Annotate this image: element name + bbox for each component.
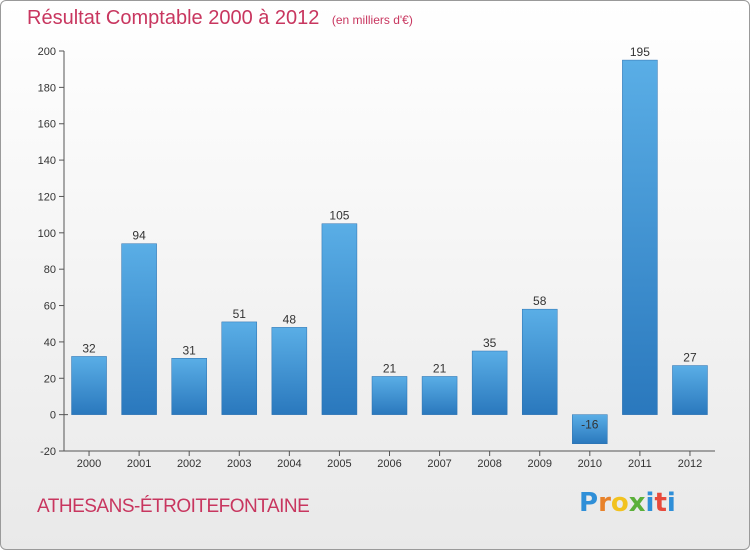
commune-name: ATHESANS-ÉTROITEFONTAINE [37,496,310,517]
bar-2000 [71,356,107,415]
data-label-2011: 195 [630,45,650,59]
x-tick-label: 2012 [678,458,702,470]
title-row: Résultat Comptable 2000 à 2012 (en milli… [27,7,413,30]
x-tick-label: 2005 [327,458,351,470]
x-tick-label: 2007 [427,458,451,470]
y-tick-label: 160 [38,119,56,131]
bar-2006 [371,376,408,415]
y-tick-label: -20 [40,446,56,458]
x-tick-label: 2004 [277,458,301,470]
data-label-2012: 27 [683,351,697,365]
bars [71,59,708,444]
logo-letter: t [654,488,667,518]
y-tick-label: 180 [38,82,56,94]
chart-subtitle: (en milliers d'€) [331,13,413,27]
bar-2009 [521,308,558,415]
x-tick-label: 2002 [177,458,201,470]
logo-letter: x [628,488,646,518]
y-tick-label: 20 [44,373,56,385]
logo-letter: o [610,488,629,518]
logo-letter: r [598,488,611,518]
y-tick-label: 0 [50,410,56,422]
data-label-2010: -16 [581,418,599,432]
bar-2004 [271,327,308,415]
bar-2012 [672,365,708,415]
bar-2001 [121,243,157,415]
proxiti-logo: Proxiti [579,488,676,518]
data-label-2001: 94 [132,229,146,243]
logo-letter: i [666,488,676,518]
data-label-2009: 58 [533,294,547,308]
chart-title: Résultat Comptable 2000 à 2012 [27,7,320,29]
logo-letter: i [645,488,655,518]
y-tick-label: 100 [38,228,56,240]
x-tick-label: 2011 [628,458,652,470]
data-label-2005: 105 [329,209,349,223]
data-label-2004: 48 [283,312,297,326]
y-tick-label: 40 [44,337,56,349]
data-label-2002: 31 [183,343,197,357]
x-tick-label: 2000 [77,458,101,470]
x-tick-label: 2001 [127,458,151,470]
axes: -20 0 20 40 60 80 100 120 140 160 180 200 2000 2001 20… [38,46,715,470]
y-tick-label: 80 [44,264,56,276]
bar-2008 [471,350,508,415]
bar-2005 [321,223,358,415]
bar-2003 [221,321,258,415]
bar-2011 [622,59,658,415]
x-tick-label: 2006 [377,458,401,470]
y-tick-label: 200 [38,46,56,58]
data-label-2003: 51 [233,307,247,321]
data-labels: 32 94 31 51 48 105 21 21 35 58 -16 195 27 [82,45,697,432]
data-label-2007: 21 [433,361,447,375]
y-tick-label: 140 [38,155,56,167]
data-label-2006: 21 [383,361,397,375]
y-tick-label: 120 [38,191,56,203]
y-tick-label: 60 [44,301,56,313]
data-label-2000: 32 [82,341,96,355]
logo-letter: P [579,488,599,518]
x-tick-label: 2008 [477,458,501,470]
data-label-2008: 35 [483,336,497,350]
x-tick-label: 2010 [578,458,602,470]
bar-2007 [421,376,458,415]
bar-2002 [171,358,207,415]
x-tick-label: 2003 [227,458,251,470]
bar-2010 [572,414,608,444]
x-tick-label: 2009 [527,458,551,470]
